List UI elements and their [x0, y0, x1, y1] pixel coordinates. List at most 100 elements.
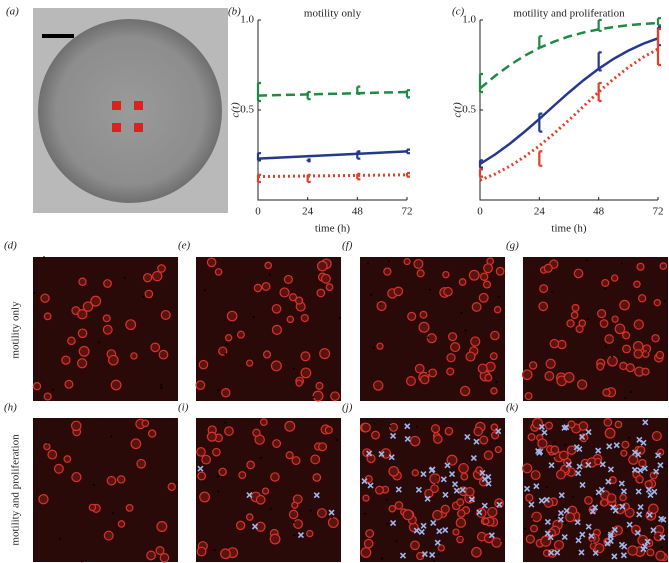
debris	[386, 522, 389, 525]
debris	[366, 262, 369, 265]
cell	[295, 379, 303, 387]
cross	[395, 486, 402, 493]
cross	[576, 445, 583, 453]
cross	[404, 423, 411, 430]
debris	[555, 516, 558, 519]
cross	[421, 550, 428, 558]
cell	[365, 529, 375, 538]
x-tick-label: 72	[653, 206, 664, 218]
cell	[197, 471, 207, 481]
chart-title: motility and proliferation	[513, 8, 625, 20]
micrograph	[195, 257, 342, 402]
cell	[419, 310, 428, 319]
cell	[525, 493, 534, 502]
cell	[455, 517, 467, 528]
cell	[530, 524, 538, 533]
cell	[38, 494, 49, 505]
cell	[405, 376, 416, 387]
panel-label: (i)	[178, 402, 189, 414]
cell	[456, 535, 464, 544]
debris	[372, 346, 375, 349]
cell	[539, 284, 549, 294]
debris	[111, 512, 114, 515]
cell	[167, 482, 176, 491]
cell	[264, 261, 273, 270]
panel-label: (a)	[6, 6, 19, 18]
cell	[306, 529, 314, 538]
debris	[428, 288, 431, 291]
cell	[103, 530, 114, 541]
cell	[601, 278, 610, 287]
cell	[471, 546, 482, 558]
cell	[633, 349, 643, 359]
debris	[309, 509, 312, 512]
debris	[225, 342, 228, 345]
cell	[253, 283, 263, 293]
cell	[246, 359, 254, 367]
cell	[490, 330, 500, 341]
cell	[521, 369, 533, 381]
cross	[650, 527, 657, 534]
cell	[270, 472, 280, 482]
cell	[619, 493, 627, 502]
cross	[420, 522, 427, 529]
micrograph	[522, 417, 668, 562]
cell	[300, 313, 309, 323]
cross	[620, 552, 627, 559]
debris	[335, 439, 338, 442]
cell	[136, 458, 147, 469]
cell	[655, 550, 666, 561]
cross	[297, 531, 305, 539]
cell	[544, 371, 555, 381]
cell	[130, 438, 142, 450]
cell	[538, 301, 549, 312]
debris	[363, 512, 366, 515]
cell	[201, 454, 212, 465]
debris	[58, 537, 61, 540]
cross	[634, 529, 641, 536]
cross	[595, 447, 602, 454]
cell	[558, 450, 569, 461]
cell	[483, 450, 494, 461]
cell	[648, 503, 659, 515]
cell	[283, 274, 293, 285]
debris	[585, 259, 588, 262]
cell	[271, 324, 283, 336]
cell	[116, 475, 126, 484]
cell	[622, 344, 632, 354]
panel-label: (e)	[178, 240, 191, 252]
debris	[339, 316, 342, 319]
cell	[32, 382, 42, 391]
debris	[644, 353, 647, 356]
cell	[614, 420, 623, 429]
x-tick-label: 48	[352, 206, 364, 218]
cell	[269, 533, 281, 545]
debris	[216, 475, 219, 478]
cell	[375, 485, 384, 495]
cell	[245, 513, 254, 521]
cell	[416, 269, 425, 278]
cell	[619, 299, 630, 311]
cell	[125, 503, 134, 512]
cell	[142, 273, 153, 283]
debris	[495, 439, 498, 442]
cell	[602, 388, 611, 397]
debris	[594, 495, 597, 498]
debris	[647, 350, 650, 353]
cell	[53, 463, 64, 474]
cross	[585, 429, 592, 436]
cross	[434, 539, 441, 546]
cell	[493, 305, 502, 314]
error-bar	[356, 172, 361, 181]
cell	[544, 421, 554, 430]
debris	[531, 517, 534, 520]
cross	[361, 478, 368, 485]
cell	[452, 528, 460, 536]
cross	[413, 527, 420, 534]
cell	[316, 288, 326, 298]
cross	[554, 549, 561, 556]
cell	[566, 445, 577, 455]
cell	[489, 352, 498, 361]
debris	[460, 537, 463, 540]
cell	[82, 301, 94, 312]
